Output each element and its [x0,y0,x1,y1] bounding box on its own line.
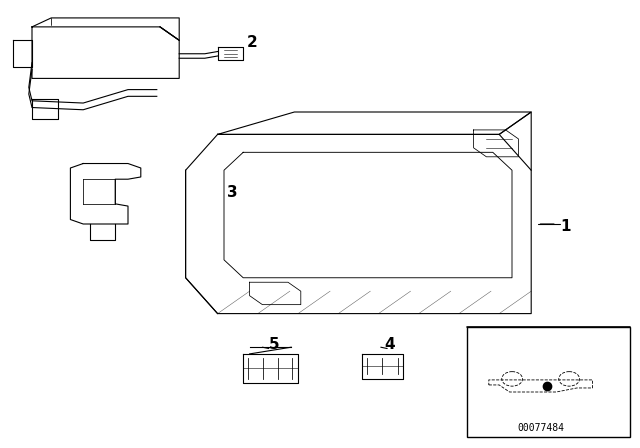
Text: 1: 1 [560,219,570,234]
Text: 4: 4 [384,336,395,352]
Bar [467,327,630,437]
Text: 3: 3 [227,185,238,200]
Text: 5: 5 [269,336,280,352]
Text: 00077484: 00077484 [517,423,564,433]
Text: 2: 2 [246,35,257,50]
